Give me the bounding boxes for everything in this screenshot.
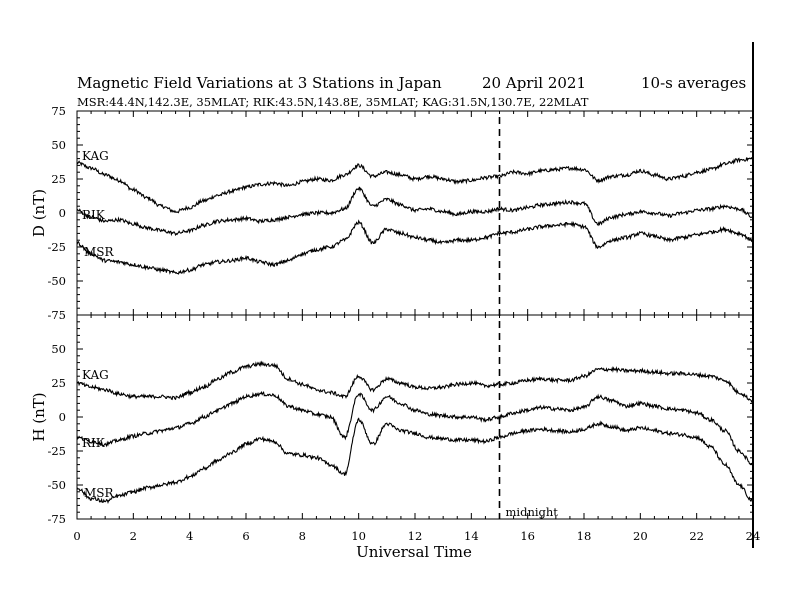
panel-h: 50 25 0 -25 -50 -75 H (nT) KAG RIK MSR bbox=[30, 314, 754, 526]
y-tick-label: -50 bbox=[47, 478, 66, 492]
y-tick-label: -75 bbox=[47, 308, 66, 322]
series-line-kag bbox=[76, 157, 754, 214]
x-tick-label: 14 bbox=[464, 529, 479, 543]
x-tick-label: 12 bbox=[408, 529, 423, 543]
x-tick-label: 18 bbox=[577, 529, 592, 543]
chart-title: Magnetic Field Variations at 3 Stations … bbox=[77, 74, 746, 109]
y-tick-label: 25 bbox=[51, 376, 66, 390]
station-label-kag: KAG bbox=[82, 149, 109, 163]
station-label-msr: MSR bbox=[84, 486, 115, 500]
x-tick-label: 20 bbox=[633, 529, 648, 543]
x-tick-label: 8 bbox=[299, 529, 306, 543]
y-tick-label: 0 bbox=[59, 410, 66, 424]
station-label-rik: RIK bbox=[82, 436, 106, 450]
station-label-kag: KAG bbox=[82, 368, 109, 382]
y-tick-label: -25 bbox=[47, 444, 66, 458]
panel-d: 75 50 25 0 -25 -50 -75 D (nT) KAG RIK MSR bbox=[30, 104, 754, 322]
chart-subtitle: MSR:44.4N,142.3E, 35MLAT; RIK:43.5N,143.… bbox=[77, 95, 589, 109]
panel-frame bbox=[76, 314, 754, 520]
chart-title-note: 10-s averages bbox=[641, 74, 746, 92]
x-tick-label: 10 bbox=[351, 529, 366, 543]
x-tick-label: 6 bbox=[242, 529, 249, 543]
y-tick-label: 25 bbox=[51, 172, 66, 186]
y-axis-label: D (nT) bbox=[30, 189, 48, 237]
panels: 75 50 25 0 -25 -50 -75 D (nT) KAG RIK MSR 50 25 0 -25 -… bbox=[30, 104, 754, 526]
x-axis-label: Universal Time bbox=[356, 543, 472, 561]
x-axis: 024681012141618202224 bbox=[73, 111, 760, 543]
y-tick-label: -75 bbox=[47, 512, 66, 526]
series-line-rik bbox=[76, 390, 754, 466]
y-tick-label: -25 bbox=[47, 240, 66, 254]
x-tick-label: 4 bbox=[186, 529, 193, 543]
series-line-kag bbox=[76, 360, 754, 404]
y-tick-label: 0 bbox=[59, 206, 66, 220]
chart-title-main: Magnetic Field Variations at 3 Stations … bbox=[77, 74, 442, 92]
station-label-rik: RIK bbox=[82, 208, 106, 222]
x-tick-label: 16 bbox=[520, 529, 535, 543]
station-label-msr: MSR bbox=[84, 245, 115, 259]
x-tick-label: 2 bbox=[130, 529, 137, 543]
y-tick-label: 50 bbox=[51, 342, 66, 356]
chart-title-date: 20 April 2021 bbox=[482, 74, 586, 92]
y-axis-label: H (nT) bbox=[30, 392, 48, 441]
x-tick-label: 22 bbox=[689, 529, 704, 543]
y-tick-label: 50 bbox=[51, 138, 66, 152]
midnight-label: midnight bbox=[506, 505, 559, 519]
series-line-msr bbox=[76, 417, 754, 504]
series-line-rik bbox=[76, 186, 754, 237]
x-tick-label: 0 bbox=[73, 529, 80, 543]
y-tick-label: -50 bbox=[47, 274, 66, 288]
series-line-msr bbox=[76, 219, 754, 275]
y-tick-label: 75 bbox=[51, 104, 66, 118]
